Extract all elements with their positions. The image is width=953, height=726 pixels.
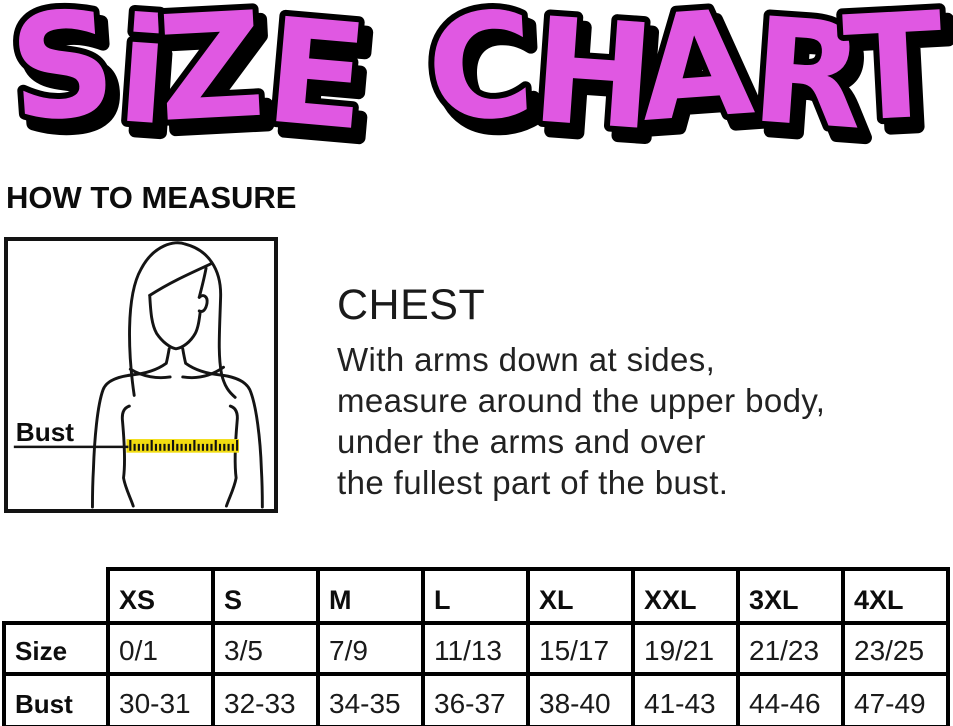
bust-value: 34-35 [316,672,425,726]
size-chart-title: SiZE CHART SiZE CHART [0,0,953,158]
col-header-l: L [421,567,530,625]
col-header-4xl: 4XL [841,567,950,625]
size-value: 23/25 [841,621,950,676]
size-value: 7/9 [316,621,425,676]
col-header-xxl: XXL [631,567,740,625]
row-label-size: Size [2,621,110,676]
bust-value: 36-37 [421,672,530,726]
bust-label: Bust [16,417,75,447]
bust-value: 32-33 [211,672,320,726]
size-value: 11/13 [421,621,530,676]
chest-heading: CHEST [337,281,486,329]
title-word2-shadow: CHART [431,0,953,158]
size-value: 3/5 [211,621,320,676]
table-header-row: XS S M L XL XXL 3XL 4XL [4,567,950,625]
col-header-xl: XL [526,567,635,625]
bust-value: 47-49 [841,672,950,726]
measure-figure-box: Bust [4,237,278,513]
chest-description-line: measure around the upper body, [337,382,826,419]
size-table: XS S M L XL XXL 3XL 4XL Size 0/1 3/5 7/9… [2,567,950,726]
woman-outline [91,241,264,509]
size-value: 19/21 [631,621,740,676]
measuring-tape-icon [126,439,240,453]
col-header-s: S [211,567,320,625]
how-to-measure-heading: HOW TO MEASURE [6,180,297,215]
col-header-3xl: 3XL [736,567,845,625]
size-value: 15/17 [526,621,635,676]
woman-figure-icon: Bust [13,241,264,509]
bust-value: 44-46 [736,672,845,726]
title-word2: CHART [423,0,948,158]
chest-instructions: CHEST With arms down at sides, measure a… [337,281,825,503]
title-word1-shadow: SiZE [13,0,382,158]
bust-value: 30-31 [106,672,215,726]
tape-tick-marks [129,440,239,451]
table-corner-cell [4,569,108,623]
col-header-xs: XS [106,567,215,625]
chest-description-line: With arms down at sides, [337,341,716,378]
row-label-bust: Bust [2,672,110,726]
table-row-bust: Bust 30-31 32-33 34-35 36-37 38-40 41-43… [2,672,950,726]
bust-value: 38-40 [526,672,635,726]
chest-description-line: the fullest part of the bust. [337,464,729,501]
size-value: 0/1 [106,621,215,676]
table-row-size: Size 0/1 3/5 7/9 11/13 15/17 19/21 21/23… [2,621,950,676]
col-header-m: M [316,567,425,625]
chest-description-line: under the arms and over [337,423,706,460]
bust-value: 41-43 [631,672,740,726]
size-value: 21/23 [736,621,845,676]
title-word1: SiZE [5,0,374,158]
